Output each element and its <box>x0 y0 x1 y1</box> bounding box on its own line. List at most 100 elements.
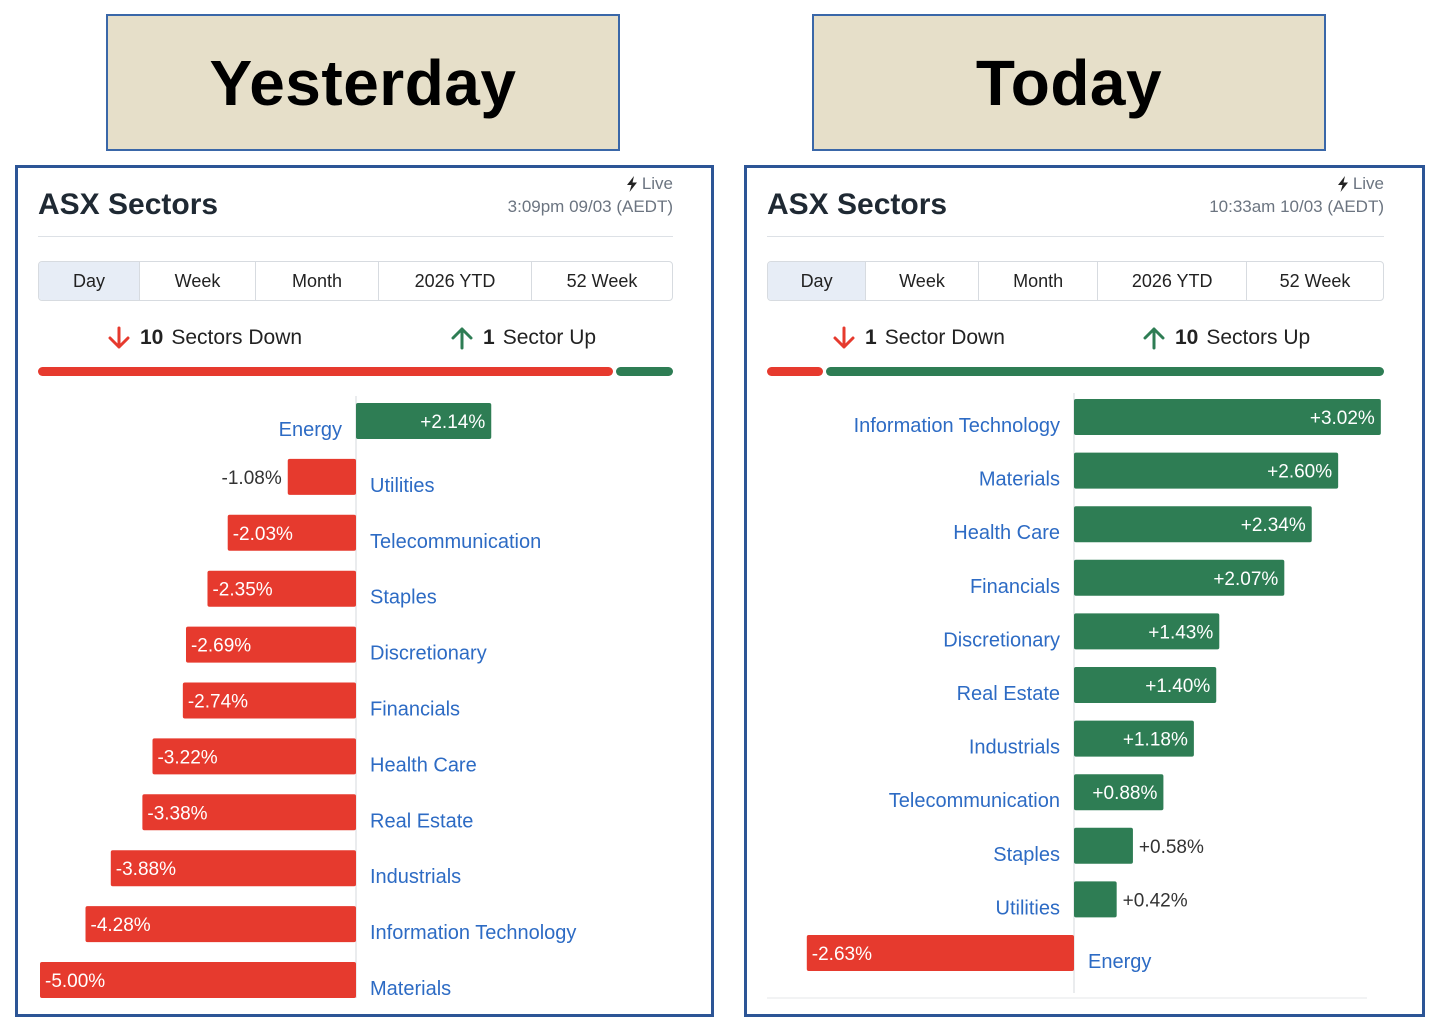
tab-day[interactable]: Day <box>39 262 140 300</box>
value-label-utilities: -1.08% <box>222 468 282 489</box>
tab-week[interactable]: Week <box>866 262 979 300</box>
category-label-financials[interactable]: Financials <box>370 699 460 721</box>
bar-utilities[interactable] <box>287 458 356 495</box>
category-label-utilities[interactable]: Utilities <box>370 475 434 497</box>
category-label-telecommunication[interactable]: Telecommunication <box>889 790 1060 812</box>
bar-discretionary[interactable] <box>185 626 356 663</box>
sectors-down-count: 10 <box>140 326 164 349</box>
bar-health-care[interactable] <box>152 738 356 775</box>
yesterday-header-label: Yesterday <box>209 46 517 119</box>
value-label-energy: -2.63% <box>812 944 872 965</box>
value-label-information-technology: +3.02% <box>1310 408 1375 429</box>
category-label-industrials[interactable]: Industrials <box>969 737 1060 759</box>
sectors-up-count: 10 <box>1175 326 1199 349</box>
sectors-down-text: Sector Down <box>884 326 1005 349</box>
timestamp: 3:09pm 09/03 (AEDT) <box>507 197 673 216</box>
sectors-down-count: 1 <box>865 326 877 349</box>
category-label-energy[interactable]: Energy <box>1088 951 1151 973</box>
live-label: Live <box>1352 174 1384 193</box>
category-label-telecommunication[interactable]: Telecommunication <box>370 531 541 553</box>
category-label-materials[interactable]: Materials <box>979 469 1060 491</box>
bar-energy[interactable] <box>356 403 492 439</box>
value-label-industrials: -3.88% <box>116 859 176 880</box>
bar-industrials[interactable] <box>1074 720 1194 757</box>
sectors-up-count: 1 <box>483 326 495 349</box>
category-label-information-technology[interactable]: Information Technology <box>370 922 576 944</box>
category-label-financials[interactable]: Financials <box>970 576 1060 598</box>
bar-telecommunication[interactable] <box>227 514 356 551</box>
category-label-materials[interactable]: Materials <box>370 978 451 1000</box>
ratio-bar-down <box>38 367 613 376</box>
value-label-financials: -2.74% <box>188 692 248 713</box>
category-label-utilities[interactable]: Utilities <box>996 897 1060 919</box>
bar-information-technology[interactable] <box>85 906 356 943</box>
bar-real-estate[interactable] <box>142 794 356 831</box>
category-label-health-care[interactable]: Health Care <box>953 522 1060 544</box>
bar-health-care[interactable] <box>1074 506 1312 543</box>
value-label-staples: -2.35% <box>212 580 272 601</box>
sectors-down-summary: 10 Sectors Down <box>106 325 302 351</box>
bar-real-estate[interactable] <box>1074 667 1217 703</box>
bar-utilities[interactable] <box>1074 881 1117 918</box>
tab-52-week[interactable]: 52 Week <box>1279 270 1351 291</box>
sectors-up-summary: 1 Sector Up <box>449 325 596 351</box>
category-label-health-care[interactable]: Health Care <box>370 754 477 776</box>
value-label-real-estate: -3.38% <box>147 803 207 824</box>
bar-materials[interactable] <box>40 962 356 998</box>
bar-materials[interactable] <box>1074 452 1339 489</box>
title-divider <box>767 236 1384 237</box>
bar-staples[interactable] <box>207 570 356 607</box>
bar-discretionary[interactable] <box>1074 613 1220 650</box>
category-label-discretionary[interactable]: Discretionary <box>370 643 487 665</box>
arrow-down-icon <box>108 326 130 349</box>
tab-ytd[interactable]: 2026 YTD <box>379 262 532 300</box>
category-label-real-estate[interactable]: Real Estate <box>370 810 473 832</box>
category-label-energy[interactable]: Energy <box>279 419 342 441</box>
sectors-down-summary: 1 Sector Down <box>831 325 1005 351</box>
bar-financials[interactable] <box>1074 559 1285 596</box>
bar-staples[interactable] <box>1074 827 1133 864</box>
tab-ytd[interactable]: 2026 YTD <box>1098 262 1248 300</box>
category-label-information-technology[interactable]: Information Technology <box>854 415 1060 437</box>
ratio-bar-up <box>825 367 1384 376</box>
value-label-financials: +2.07% <box>1213 569 1278 590</box>
period-tabs: Day Week Month 2026 YTD 52 Week <box>767 261 1384 301</box>
value-label-utilities: +0.42% <box>1123 890 1188 911</box>
arrow-down-icon <box>833 326 855 349</box>
value-label-discretionary: +1.43% <box>1148 622 1213 643</box>
category-label-industrials[interactable]: Industrials <box>370 866 461 888</box>
tab-week[interactable]: Week <box>140 262 256 300</box>
ratio-bar-down <box>767 367 823 376</box>
tab-month[interactable]: Month <box>979 262 1099 300</box>
value-label-staples: +0.58% <box>1139 837 1204 858</box>
category-label-discretionary[interactable]: Discretionary <box>943 629 1060 651</box>
live-indicator: Live <box>626 174 673 194</box>
value-label-health-care: +2.34% <box>1241 515 1306 536</box>
live-label: Live <box>641 174 673 193</box>
sectors-up-text: Sectors Up <box>1206 326 1311 349</box>
sectors-up-summary: 10 Sectors Up <box>1141 325 1310 351</box>
arrow-up-icon <box>1143 327 1165 350</box>
yesterday-panel: ASX Sectors Live 3:09pm 09/03 (AEDT) Day… <box>15 165 714 1017</box>
category-label-real-estate[interactable]: Real Estate <box>957 683 1060 705</box>
sectors-up-text: Sector Up <box>502 326 597 349</box>
panel-title: ASX Sectors <box>38 188 219 221</box>
yesterday-header: Yesterday <box>106 14 620 151</box>
bar-information-technology[interactable] <box>1074 399 1381 435</box>
category-label-staples[interactable]: Staples <box>993 844 1060 866</box>
value-label-real-estate: +1.40% <box>1145 676 1210 697</box>
tab-52-week[interactable]: 52 Week <box>566 270 638 291</box>
value-label-industrials: +1.18% <box>1123 730 1188 751</box>
bar-industrials[interactable] <box>110 850 356 887</box>
tab-day[interactable]: Day <box>768 262 867 300</box>
panel-title: ASX Sectors <box>767 188 948 221</box>
value-label-discretionary: -2.69% <box>191 636 251 657</box>
bar-telecommunication[interactable] <box>1074 774 1164 811</box>
bar-financials[interactable] <box>182 682 356 719</box>
tab-month[interactable]: Month <box>256 262 379 300</box>
category-label-staples[interactable]: Staples <box>370 587 437 609</box>
value-label-telecommunication: -2.03% <box>233 524 293 545</box>
today-header: Today <box>812 14 1326 151</box>
bar-energy[interactable] <box>806 935 1074 971</box>
period-tabs: Day Week Month 2026 YTD 52 Week <box>38 261 673 301</box>
